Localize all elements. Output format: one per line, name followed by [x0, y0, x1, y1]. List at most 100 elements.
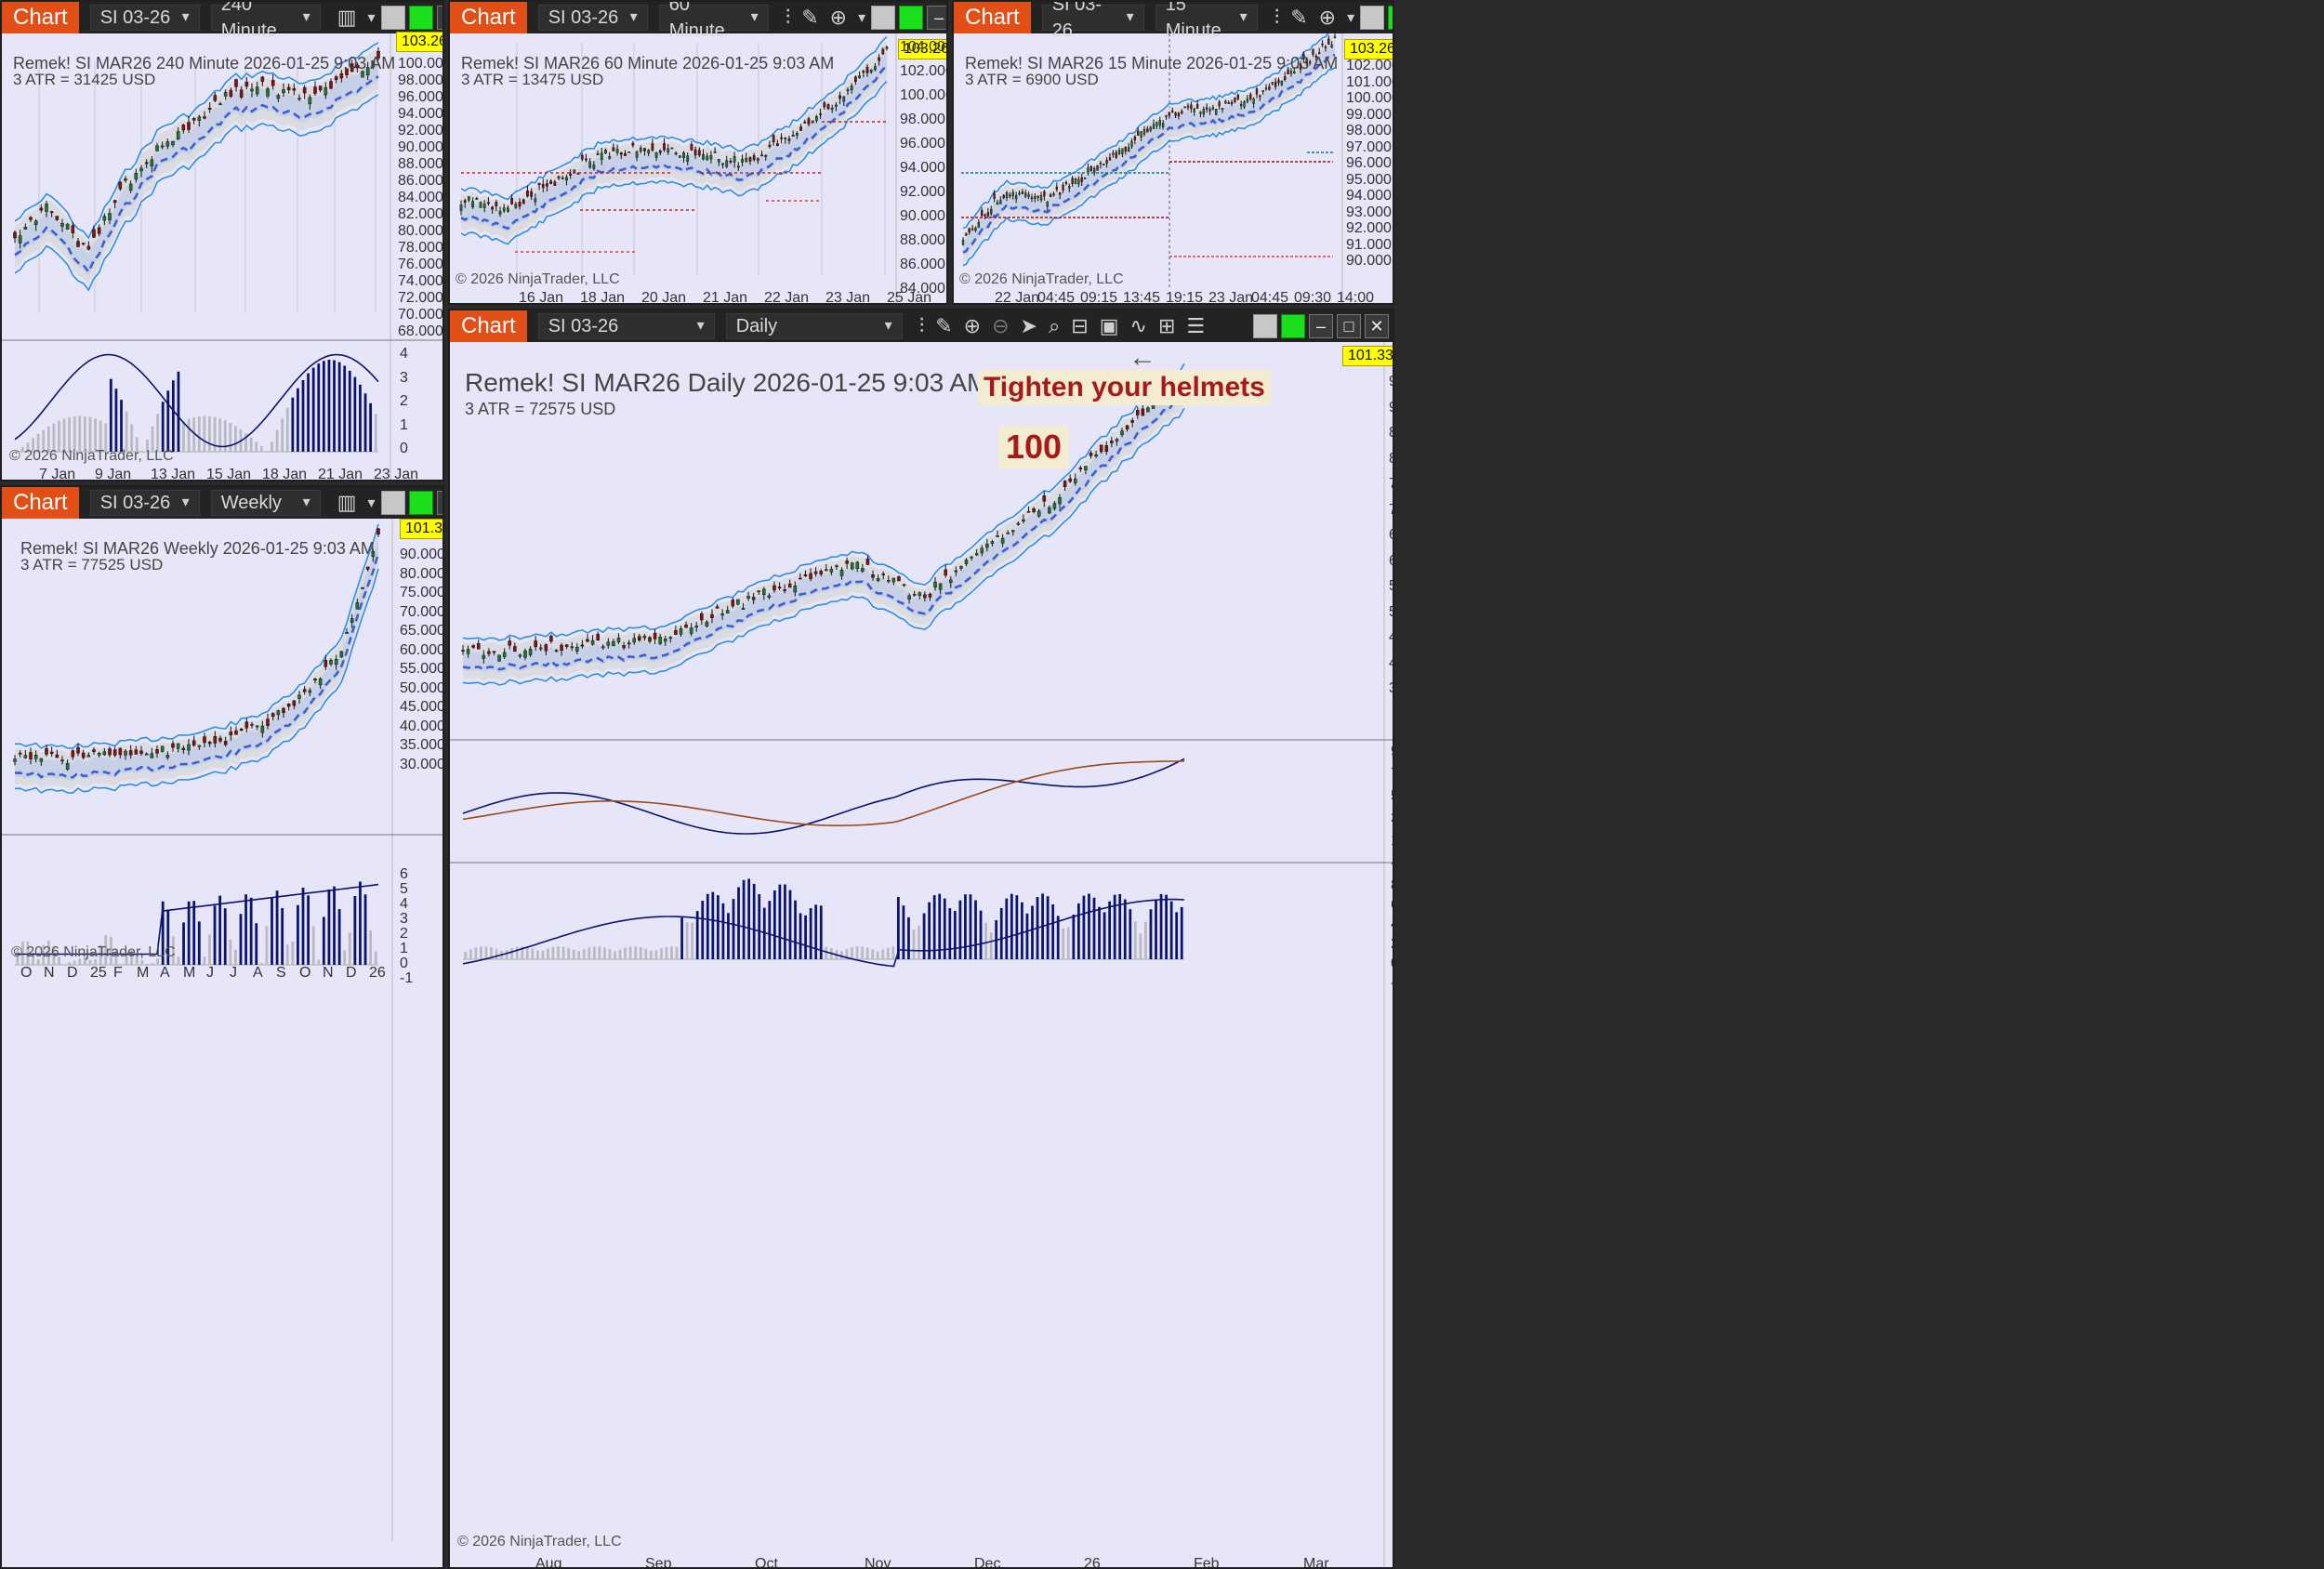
chevron-down-icon[interactable]: ▾ — [1347, 10, 1355, 26]
zoom-in-icon[interactable]: ⊕ — [829, 6, 848, 29]
price-chart-svg[interactable] — [2, 519, 442, 1567]
properties-icon[interactable]: ⊟ — [1071, 314, 1089, 337]
chart-window-60-minute[interactable]: Chart SI 03-26 ▾ 60 Minute ▾ ⫶ ✎ ⊕ ▾ – □ ✕… — [448, 0, 948, 305]
candle-body — [651, 143, 654, 151]
annotation-text[interactable]: Tighten your helmets — [978, 370, 1271, 405]
candle-body — [160, 145, 165, 148]
instrument-selector[interactable]: SI 03-26 ▾ — [89, 5, 200, 31]
window-titlebar[interactable]: Chart SI 03-26 ▾ 240 Minute ▾ ▥ ▾ – □ ✕ — [2, 2, 442, 41]
link-green-button[interactable] — [899, 6, 924, 30]
candle-body — [845, 560, 849, 564]
window-titlebar[interactable]: Chart SI 03-26 ▾ 60 Minute ▾ ⫶ ✎ ⊕ ▾ – □ ✕ — [450, 2, 946, 41]
timeframe-label: 60 Minute — [668, 0, 725, 41]
zoom-in-icon[interactable]: ⊕ — [963, 314, 982, 337]
back-arrow-icon[interactable]: ← — [1129, 342, 1156, 373]
zoom-out-icon[interactable]: ⊖ — [992, 314, 1010, 337]
timeframe-selector[interactable]: 240 Minute ▾ — [210, 2, 321, 41]
chevron-down-icon[interactable]: ▾ — [858, 10, 866, 26]
minimize-button[interactable]: – — [436, 491, 442, 515]
link-color-button[interactable] — [1360, 6, 1385, 30]
pointer-icon[interactable]: ➤ — [1020, 314, 1037, 337]
price-chart-svg[interactable] — [450, 33, 946, 303]
minimize-button[interactable]: – — [927, 6, 946, 30]
pencil-icon[interactable]: ✎ — [1290, 6, 1308, 29]
indicators-icon[interactable]: ∿ — [1129, 314, 1147, 337]
chart-window-15-minute[interactable]: Chart SI 03-26 ▾ 15 Minute ▾ ⫶ ✎ ⊕ ▾ – □ ✕… — [952, 0, 1394, 305]
candle-body — [502, 207, 506, 212]
candle-body — [345, 632, 349, 634]
price-chart-svg[interactable] — [450, 342, 1393, 1567]
bar-type-icon[interactable]: ▥ — [337, 491, 357, 514]
minimize-button[interactable]: – — [436, 6, 442, 30]
list-icon[interactable]: ☰ — [1186, 314, 1206, 337]
link-green-button[interactable] — [1388, 6, 1393, 30]
bar-type-icon[interactable]: ▥ — [337, 6, 357, 29]
maximize-button[interactable]: □ — [1337, 314, 1361, 338]
chart-tab[interactable]: Chart — [2, 487, 79, 519]
pencil-icon[interactable]: ✎ — [801, 6, 819, 29]
chevron-down-icon[interactable]: ▾ — [367, 10, 376, 26]
time-axis-label: F — [113, 965, 123, 981]
window-titlebar[interactable]: Chart SI 03-26 ▾ Daily ▾ ⫶ ✎ ⊕ ⊖ ➤ ⌕ ⊟ ▣ ∿… — [450, 310, 1393, 342]
chart-window-weekly[interactable]: Chart SI 03-26 ▾ Weekly ▾ ▥ ▾ – □ ✕ Remek!… — [0, 485, 444, 1569]
chart-plot-area[interactable]: Remek! SI MAR26 15 Minute 2026-01-25 9:0… — [954, 33, 1393, 303]
chart-window-daily[interactable]: Chart SI 03-26 ▾ Daily ▾ ⫶ ✎ ⊕ ⊖ ➤ ⌕ ⊟ ▣ ∿… — [448, 309, 1394, 1569]
chart-tab[interactable]: Chart — [954, 2, 1031, 33]
chevron-down-icon[interactable]: ▾ — [367, 495, 376, 511]
window-titlebar[interactable]: Chart SI 03-26 ▾ Weekly ▾ ▥ ▾ – □ ✕ — [2, 487, 442, 519]
price-axis-label: 84.000 — [900, 281, 945, 297]
link-color-button[interactable] — [871, 6, 896, 30]
instrument-selector[interactable]: SI 03-26 ▾ — [537, 313, 715, 339]
candle-body — [1099, 444, 1103, 453]
dashed-trend-line — [962, 53, 1336, 254]
candle-body — [1115, 152, 1117, 158]
timeframe-selector[interactable]: 15 Minute ▾ — [1155, 2, 1258, 41]
bar-type-icon[interactable]: ⫶ — [785, 6, 791, 29]
candle-body — [118, 181, 123, 190]
strategies-icon[interactable]: ⊞ — [1157, 314, 1176, 337]
chart-plot-area[interactable]: Remek! SI MAR26 Weekly 2026-01-25 9:03 A… — [2, 519, 442, 1567]
timeframe-selector[interactable]: Weekly ▾ — [210, 490, 321, 516]
zoom-in-icon[interactable]: ⊕ — [1318, 6, 1337, 29]
candle-body — [819, 112, 822, 115]
chart-plot-area[interactable]: Remek! SI MAR26 60 Minute 2026-01-25 9:0… — [450, 33, 946, 303]
minimize-button[interactable]: – — [1309, 314, 1333, 338]
chart-plot-area[interactable]: Remek! SI MAR26 240 Minute 2026-01-25 9:… — [2, 32, 442, 480]
instrument-selector[interactable]: SI 03-26 ▾ — [89, 490, 200, 516]
bar-type-icon[interactable]: ⫶ — [918, 314, 925, 337]
price-chart-svg[interactable] — [954, 33, 1393, 303]
candle-body — [218, 737, 222, 742]
link-green-button[interactable] — [408, 6, 433, 30]
timeframe-selector[interactable]: 60 Minute ▾ — [658, 2, 769, 41]
time-axis-label: Aug — [535, 1556, 562, 1569]
candle-body — [92, 229, 96, 238]
chart-tab[interactable]: Chart — [450, 310, 527, 342]
candle-body — [1195, 103, 1199, 109]
price-chart-svg[interactable] — [2, 33, 442, 480]
bar-type-icon[interactable]: ⫶ — [1274, 6, 1280, 29]
annotation-number[interactable]: 100 — [998, 426, 1070, 468]
link-green-button[interactable] — [1281, 314, 1305, 338]
link-color-button[interactable] — [1253, 314, 1277, 338]
chart-tab[interactable]: Chart — [450, 2, 527, 33]
candle-body — [1005, 191, 1009, 198]
chart-plot-area[interactable]: Remek! SI MAR26 Daily 2026-01-25 9:03 AM… — [450, 342, 1393, 1567]
timeframe-selector[interactable]: Daily ▾ — [725, 313, 903, 339]
pencil-icon[interactable]: ✎ — [935, 314, 953, 337]
price-axis-label: 60.000 — [400, 641, 444, 658]
snapshot-icon[interactable]: ▣ — [1099, 314, 1119, 337]
data-box-icon[interactable]: ⌕ — [1048, 314, 1061, 337]
chart-window-240-minute[interactable]: Chart SI 03-26 ▾ 240 Minute ▾ ▥ ▾ – □ ✕ Re… — [0, 0, 444, 481]
link-green-button[interactable] — [408, 491, 433, 515]
candle-body — [825, 569, 828, 572]
instrument-selector[interactable]: SI 03-26 ▾ — [1041, 2, 1144, 41]
candle-body — [853, 76, 857, 83]
link-color-button[interactable] — [380, 491, 405, 515]
instrument-selector[interactable]: SI 03-26 ▾ — [537, 5, 648, 31]
window-titlebar[interactable]: Chart SI 03-26 ▾ 15 Minute ▾ ⫶ ✎ ⊕ ▾ – □ ✕ — [954, 2, 1393, 41]
candle-body — [108, 748, 112, 756]
chart-tab[interactable]: Chart — [2, 2, 79, 33]
close-button[interactable]: ✕ — [1365, 314, 1389, 338]
link-color-button[interactable] — [380, 6, 405, 30]
candle-body — [260, 76, 265, 82]
